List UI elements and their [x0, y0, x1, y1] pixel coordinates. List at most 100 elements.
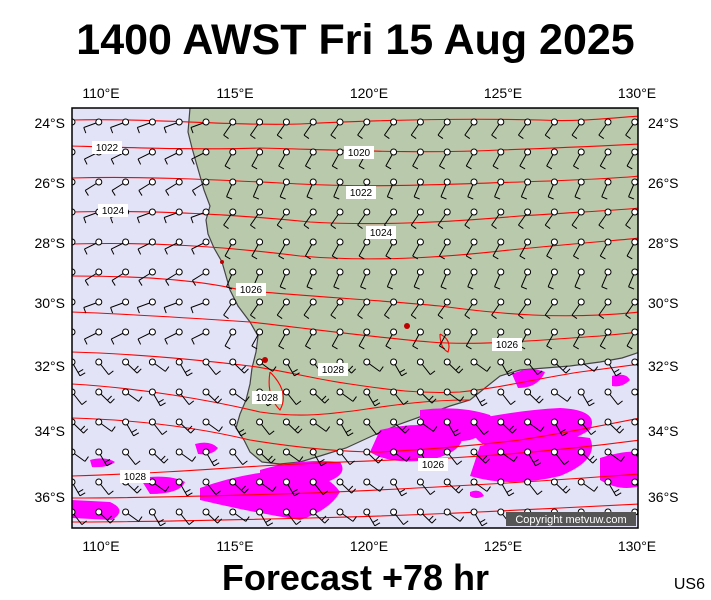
- wind-barb: [497, 448, 518, 462]
- wind-barb: [95, 358, 114, 376]
- wind-barb: [386, 178, 398, 200]
- wind-barb: [278, 238, 290, 260]
- wind-barb: [363, 418, 382, 436]
- wind-barb: [95, 478, 114, 496]
- wind-barb: [574, 178, 585, 200]
- wind-barb: [386, 268, 398, 290]
- wind-barb: [175, 508, 195, 526]
- lon-tick: 120°E: [350, 538, 388, 554]
- wind-barb: [443, 358, 464, 374]
- wind-barb: [520, 268, 532, 290]
- wind-barb: [357, 298, 371, 319]
- wind-barb: [416, 508, 437, 524]
- wind-barb: [110, 148, 130, 165]
- lon-tick: 110°E: [82, 538, 119, 554]
- lon-tick: 115°E: [216, 538, 253, 554]
- wind-barb: [524, 418, 545, 432]
- wind-barb: [519, 148, 532, 170]
- wind-barb: [164, 238, 183, 255]
- wind-barb: [440, 178, 451, 200]
- wind-barb: [412, 148, 424, 170]
- wind-barb: [223, 118, 237, 139]
- wind-barb: [309, 478, 329, 496]
- wind-barb: [336, 478, 357, 494]
- wind-barb: [491, 298, 505, 319]
- wind-barb: [497, 358, 515, 377]
- wind-barb: [83, 238, 103, 255]
- lon-tick: 110°E: [82, 85, 119, 101]
- wind-barb: [256, 358, 277, 372]
- wind-barb: [416, 418, 438, 432]
- wind-barb: [491, 118, 505, 139]
- wind-barb: [439, 238, 451, 260]
- wind-barb: [136, 298, 156, 314]
- wind-barb: [518, 118, 532, 139]
- wind-barb: [544, 298, 558, 319]
- wind-barb: [494, 268, 505, 290]
- wind-barb: [282, 358, 300, 377]
- wind-barb: [439, 328, 451, 350]
- lat-tick: 26°S: [34, 175, 65, 191]
- wind-barb: [175, 358, 193, 377]
- isobars: [72, 115, 638, 523]
- wind-barb: [110, 238, 130, 255]
- wind-barb: [110, 328, 130, 345]
- wind-barb: [604, 358, 622, 377]
- wind-barb: [256, 418, 275, 436]
- wind-barb: [148, 388, 166, 407]
- wind-barb: [83, 328, 103, 345]
- wind-barb: [604, 448, 625, 462]
- wind-barb: [276, 208, 290, 229]
- lat-tick: 34°S: [34, 423, 65, 439]
- wind-barb: [305, 328, 317, 350]
- wind-barb: [229, 508, 250, 522]
- wind-barb: [410, 298, 424, 319]
- wind-barb: [122, 418, 140, 437]
- wind-barb: [573, 238, 585, 260]
- wind-barb: [276, 118, 290, 139]
- wind-barb: [577, 358, 599, 372]
- wind-barb: [278, 148, 290, 170]
- wind-barb: [229, 448, 248, 466]
- wind-barb: [439, 148, 451, 170]
- wind-barb: [385, 238, 398, 260]
- wind-barb: [518, 208, 532, 229]
- isobar-label: 1024: [102, 206, 125, 217]
- lat-tick: 28°S: [648, 235, 679, 251]
- wind-barb: [226, 268, 237, 290]
- wind-barb: [148, 418, 168, 436]
- lat-tick: 24°S: [34, 115, 65, 131]
- wind-barb: [497, 478, 515, 497]
- wind-barb: [390, 388, 409, 406]
- wind-barb: [164, 328, 183, 345]
- wind-barb: [492, 238, 505, 260]
- wind-barb: [175, 418, 196, 434]
- wind-barb: [137, 238, 156, 255]
- wind-barb: [303, 298, 317, 319]
- wind-barb: [138, 178, 156, 196]
- wind-barb: [336, 448, 355, 466]
- wind-barb: [83, 298, 103, 314]
- lon-tick: 130°E: [618, 538, 656, 554]
- wind-barb: [464, 118, 478, 139]
- wind-barb: [251, 328, 264, 350]
- lat-tick: 34°S: [648, 423, 679, 439]
- wind-barb: [413, 268, 424, 290]
- isobar-label: 1026: [422, 460, 445, 471]
- wind-barb: [465, 148, 478, 170]
- wind-barb: [279, 178, 290, 200]
- wind-barb: [83, 118, 103, 134]
- wind-barb: [390, 418, 410, 434]
- wind-barb: [279, 268, 290, 290]
- wind-barb: [163, 298, 183, 314]
- wind-barb: [363, 478, 384, 492]
- wind-barb: [110, 298, 130, 314]
- wind-barb: [122, 358, 142, 374]
- isobar-label: 1028: [124, 472, 147, 483]
- wind-barb: [192, 268, 210, 286]
- wind-barb: [251, 148, 264, 170]
- wind-barb: [336, 418, 354, 437]
- wind-barb: [464, 208, 478, 229]
- wind-barb: [330, 208, 344, 229]
- wind-barb: [519, 238, 532, 260]
